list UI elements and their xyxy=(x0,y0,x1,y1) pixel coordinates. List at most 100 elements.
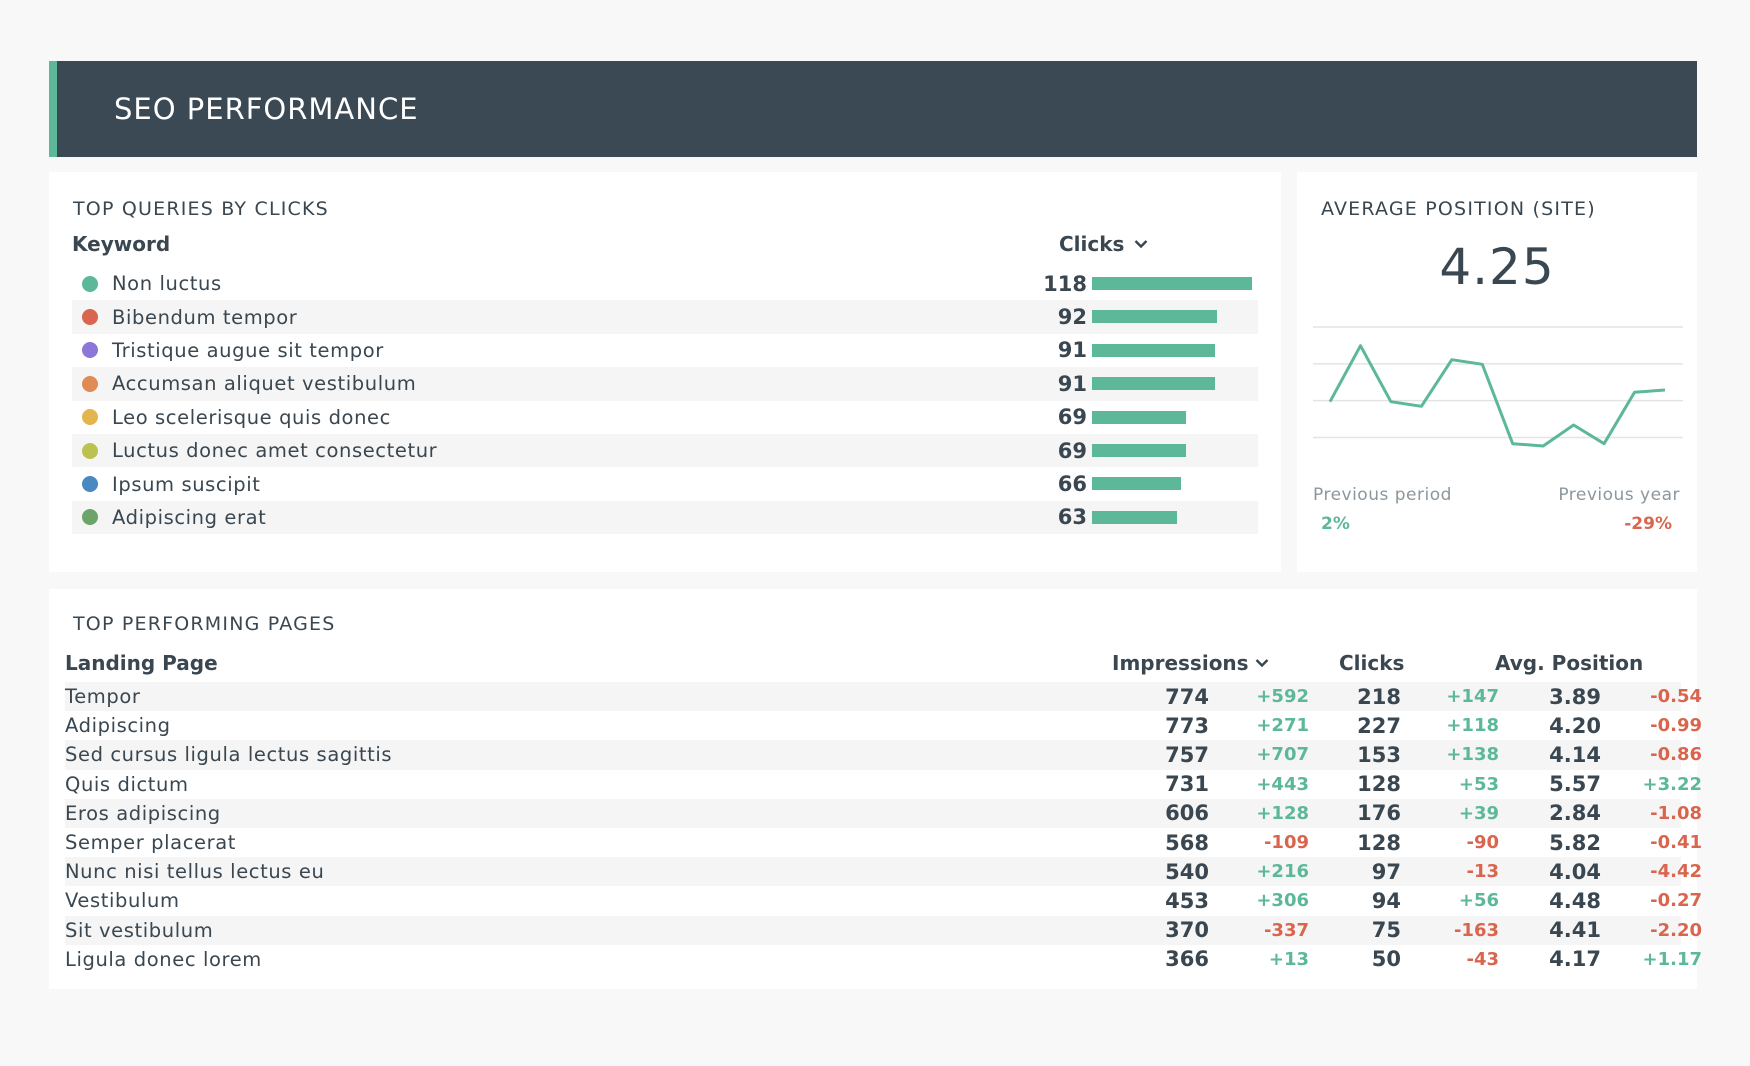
keyword-column-header: Keyword xyxy=(72,232,171,256)
position-value: 4.48 xyxy=(1549,888,1601,913)
landing-page-label[interactable]: Semper placerat xyxy=(65,831,237,855)
query-label: Adipiscing erat xyxy=(112,505,267,529)
query-color-dot xyxy=(82,476,98,493)
table-row[interactable]: Adipiscing 773 +271 227 +118 4.20 -0.99 xyxy=(65,711,1702,740)
position-delta: -0.99 xyxy=(1650,715,1702,737)
top-queries-card: TOP QUERIES BY CLICKS Keyword Clicks Non… xyxy=(49,172,1281,572)
query-color-dot xyxy=(82,309,98,326)
clicks-value: 153 xyxy=(1357,742,1401,767)
table-row[interactable]: Tempor 774 +592 218 +147 3.89 -0.54 xyxy=(65,682,1702,712)
query-color-dot xyxy=(82,275,98,292)
position-value: 5.82 xyxy=(1549,830,1601,855)
query-label: Luctus donec amet consectetur xyxy=(112,439,438,463)
impressions-value: 370 xyxy=(1165,918,1209,943)
query-row[interactable]: Tristique augue sit tempor 91 xyxy=(72,334,1258,367)
clicks-delta: +118 xyxy=(1446,715,1499,737)
chevron-down-icon[interactable] xyxy=(1134,239,1148,249)
landing-page-label[interactable]: Tempor xyxy=(65,685,141,709)
landing-page-label[interactable]: Quis dictum xyxy=(65,772,189,796)
table-row[interactable]: Sit vestibulum 370 -337 75 -163 4.41 -2.20 xyxy=(65,915,1702,945)
impressions-value: 568 xyxy=(1165,830,1209,855)
table-row[interactable]: Eros adipiscing 606 +128 176 +39 2.84 -1.08 xyxy=(65,798,1702,828)
clicks-delta: +56 xyxy=(1458,890,1499,912)
query-clicks-value: 91 xyxy=(1057,371,1087,396)
query-clicks-bar xyxy=(1092,477,1182,491)
table-row[interactable]: Vestibulum 453 +306 94 +56 4.48 -0.27 xyxy=(65,886,1702,915)
query-row[interactable]: Ipsum suscipit 66 xyxy=(72,467,1258,500)
chevron-down-icon[interactable] xyxy=(1255,658,1269,668)
page-header: SEO PERFORMANCE xyxy=(49,61,1697,157)
clicks-value: 227 xyxy=(1357,713,1401,738)
previous-year-label: Previous year xyxy=(1558,485,1680,505)
query-color-dot xyxy=(82,342,98,359)
impressions-value: 774 xyxy=(1165,684,1209,709)
query-clicks-bar xyxy=(1092,510,1178,524)
previous-period-value: 2% xyxy=(1321,514,1350,534)
query-row[interactable]: Leo scelerisque quis donec 69 xyxy=(72,401,1258,434)
position-delta: +1.17 xyxy=(1642,948,1703,970)
query-row[interactable]: Non luctus 118 xyxy=(72,267,1258,300)
table-row[interactable]: Ligula donec lorem 366 +13 50 -43 4.17 +1.17 xyxy=(65,945,1702,974)
table-row[interactable]: Semper placerat 568 -109 128 -90 5.82 -0.41 xyxy=(65,828,1702,857)
query-label: Accumsan aliquet vestibulum xyxy=(112,372,417,396)
query-clicks-value: 63 xyxy=(1057,505,1087,530)
query-color-dot xyxy=(82,442,98,459)
clicks-value: 50 xyxy=(1371,947,1401,972)
pages-table: Tempor 774 +592 218 +147 3.89 -0.54 Adipiscing 7… xyxy=(65,682,1702,974)
query-clicks-value: 69 xyxy=(1057,438,1087,463)
impressions-value: 366 xyxy=(1165,947,1209,972)
landing-page-label[interactable]: Nunc nisi tellus lectus eu xyxy=(65,860,325,884)
impressions-delta: +216 xyxy=(1256,861,1309,883)
position-value: 4.20 xyxy=(1549,713,1601,738)
position-value: 4.41 xyxy=(1549,918,1601,943)
table-row[interactable]: Sed cursus ligula lectus sagittis 757 +707… xyxy=(65,740,1702,770)
position-value: 4.17 xyxy=(1549,947,1601,972)
position-value: 4.04 xyxy=(1549,859,1601,884)
landing-page-column-header: Landing Page xyxy=(65,651,218,675)
query-clicks-value: 92 xyxy=(1057,305,1087,330)
previous-year-value: -29% xyxy=(1624,514,1672,534)
clicks-delta: +138 xyxy=(1446,744,1499,766)
query-row[interactable]: Adipiscing erat 63 xyxy=(72,500,1258,535)
clicks-column-header[interactable]: Clicks xyxy=(1339,651,1404,675)
landing-page-label[interactable]: Sit vestibulum xyxy=(65,918,214,942)
impressions-value: 453 xyxy=(1165,888,1209,913)
impressions-delta: +443 xyxy=(1256,773,1309,795)
landing-page-label[interactable]: Sed cursus ligula lectus sagittis xyxy=(65,743,393,767)
query-clicks-value: 69 xyxy=(1057,405,1087,430)
landing-page-label[interactable]: Ligula donec lorem xyxy=(65,947,262,971)
top-pages-card: TOP PERFORMING PAGES Landing Page Impres… xyxy=(49,589,1702,989)
query-row[interactable]: Bibendum tempor 92 xyxy=(72,300,1258,334)
query-color-dot xyxy=(82,375,98,392)
clicks-delta: +39 xyxy=(1458,802,1499,824)
query-clicks-bar xyxy=(1092,443,1186,457)
landing-page-label[interactable]: Vestibulum xyxy=(65,889,180,913)
clicks-value: 128 xyxy=(1357,772,1401,797)
clicks-column-header[interactable]: Clicks xyxy=(1059,232,1148,256)
impressions-value: 540 xyxy=(1165,859,1209,884)
impressions-delta: +306 xyxy=(1256,890,1309,912)
avg-position-column-label: Avg. Position xyxy=(1495,651,1644,675)
position-value: 3.89 xyxy=(1549,684,1601,709)
avg-position-column-header[interactable]: Avg. Position xyxy=(1495,651,1643,675)
position-delta: -0.41 xyxy=(1650,832,1702,854)
table-row[interactable]: Nunc nisi tellus lectus eu 540 +216 97 -13 4.… xyxy=(65,857,1702,887)
impressions-delta: +128 xyxy=(1256,802,1309,824)
query-row[interactable]: Luctus donec amet consectetur 69 xyxy=(72,433,1258,468)
table-row[interactable]: Quis dictum 731 +443 128 +53 5.57 +3.22 xyxy=(65,770,1702,799)
query-label: Bibendum tempor xyxy=(112,305,298,329)
impressions-delta: -109 xyxy=(1263,832,1309,854)
query-color-dot xyxy=(82,509,98,526)
impressions-column-label: Impressions xyxy=(1112,651,1249,675)
landing-page-label[interactable]: Adipiscing xyxy=(65,714,171,738)
queries-list: Non luctus 118 Bibendum tempor 92 Tristique … xyxy=(72,267,1258,535)
query-clicks-value: 91 xyxy=(1057,338,1087,363)
average-position-title: AVERAGE POSITION (SITE) xyxy=(1321,198,1596,220)
landing-page-label[interactable]: Eros adipiscing xyxy=(65,801,221,825)
query-color-dot xyxy=(82,409,98,426)
impressions-column-header[interactable]: Impressions xyxy=(1112,651,1269,675)
query-row[interactable]: Accumsan aliquet vestibulum 91 xyxy=(72,367,1258,401)
query-clicks-bar xyxy=(1092,310,1217,324)
previous-period-label: Previous period xyxy=(1313,485,1452,505)
impressions-delta: +707 xyxy=(1256,744,1309,766)
